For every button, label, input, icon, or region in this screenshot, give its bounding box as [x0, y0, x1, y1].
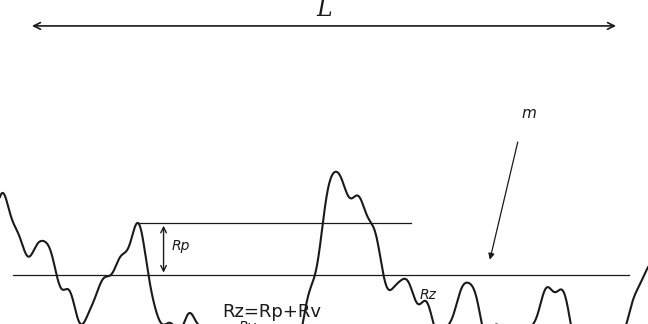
- Text: L: L: [316, 0, 332, 21]
- Text: Rz: Rz: [419, 287, 436, 302]
- Text: Rv: Rv: [238, 320, 256, 324]
- Text: Rz=Rp+Rv: Rz=Rp+Rv: [223, 303, 321, 321]
- Text: m: m: [522, 107, 537, 122]
- Text: Rp: Rp: [171, 239, 190, 253]
